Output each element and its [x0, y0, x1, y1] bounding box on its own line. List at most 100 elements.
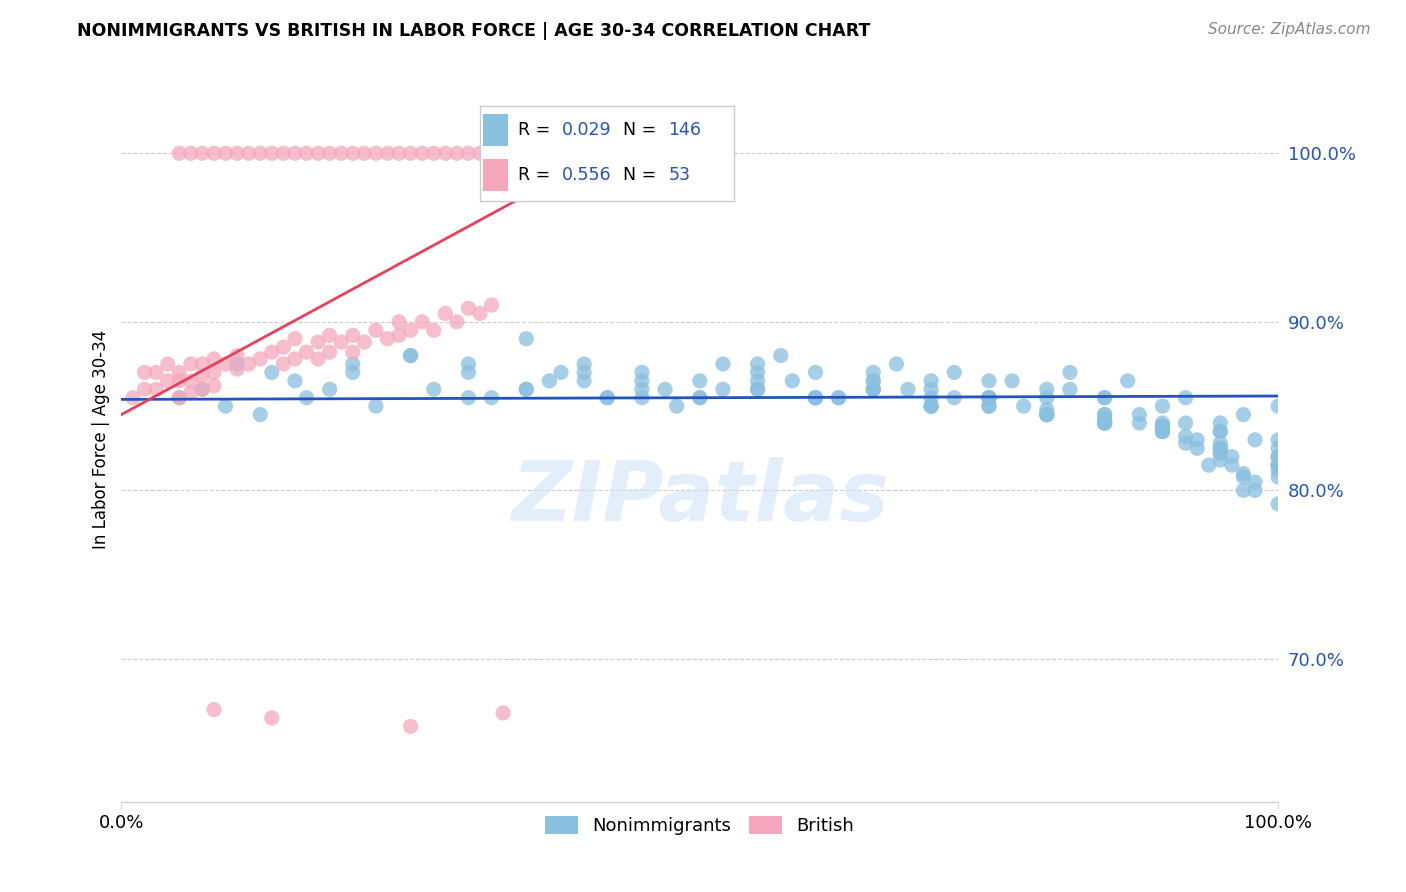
Point: [284, 374, 307, 388]
Point: [1232, 470, 1254, 484]
Point: [191, 382, 214, 396]
Point: [446, 146, 468, 161]
Point: [342, 366, 364, 380]
Point: [886, 357, 908, 371]
Point: [434, 306, 457, 320]
Point: [1209, 453, 1232, 467]
Point: [273, 357, 295, 371]
Point: [1152, 425, 1174, 439]
Point: [342, 345, 364, 359]
Point: [977, 399, 1000, 413]
Point: [342, 146, 364, 161]
Point: [226, 146, 249, 161]
Point: [1267, 458, 1289, 472]
Point: [191, 146, 214, 161]
Point: [330, 335, 353, 350]
Point: [1152, 419, 1174, 434]
Y-axis label: In Labor Force | Age 30-34: In Labor Force | Age 30-34: [93, 330, 110, 549]
Point: [827, 391, 849, 405]
Point: [977, 374, 1000, 388]
Point: [180, 146, 202, 161]
Point: [1209, 442, 1232, 456]
Point: [481, 146, 503, 161]
Point: [1174, 416, 1197, 430]
Point: [214, 357, 236, 371]
Point: [1267, 442, 1289, 456]
Point: [747, 374, 769, 388]
Point: [1209, 442, 1232, 456]
Point: [1094, 412, 1116, 426]
Point: [977, 391, 1000, 405]
Point: [747, 357, 769, 371]
Point: [226, 357, 249, 371]
Point: [1094, 416, 1116, 430]
Point: [260, 711, 283, 725]
Point: [827, 391, 849, 405]
Point: [689, 391, 711, 405]
Point: [468, 306, 491, 320]
Point: [527, 146, 550, 161]
Point: [284, 332, 307, 346]
Point: [977, 391, 1000, 405]
Point: [238, 146, 260, 161]
Text: NONIMMIGRANTS VS BRITISH IN LABOR FORCE | AGE 30-34 CORRELATION CHART: NONIMMIGRANTS VS BRITISH IN LABOR FORCE …: [77, 22, 870, 40]
Point: [145, 366, 167, 380]
Text: ZIPatlas: ZIPatlas: [510, 458, 889, 539]
Point: [457, 366, 479, 380]
Point: [295, 345, 318, 359]
Point: [191, 357, 214, 371]
Point: [711, 382, 734, 396]
Point: [1209, 436, 1232, 450]
Point: [353, 146, 375, 161]
Point: [1059, 382, 1081, 396]
Point: [1174, 436, 1197, 450]
Point: [1036, 382, 1059, 396]
Point: [388, 328, 411, 343]
Point: [1220, 458, 1243, 472]
Point: [1267, 458, 1289, 472]
Point: [1267, 433, 1289, 447]
Point: [711, 357, 734, 371]
Point: [572, 357, 595, 371]
Point: [169, 374, 191, 388]
Point: [377, 146, 399, 161]
Point: [226, 349, 249, 363]
Point: [492, 146, 515, 161]
Point: [1152, 425, 1174, 439]
Point: [353, 335, 375, 350]
Point: [1209, 425, 1232, 439]
Point: [538, 374, 561, 388]
Point: [260, 345, 283, 359]
Point: [1209, 425, 1232, 439]
Point: [318, 328, 340, 343]
Point: [122, 391, 145, 405]
Point: [804, 391, 827, 405]
Point: [434, 146, 457, 161]
Point: [1267, 497, 1289, 511]
Point: [862, 382, 884, 396]
Point: [191, 382, 214, 396]
Point: [342, 328, 364, 343]
Point: [318, 382, 340, 396]
Point: [238, 357, 260, 371]
Point: [1209, 442, 1232, 456]
Point: [1152, 425, 1174, 439]
Point: [180, 357, 202, 371]
Point: [273, 146, 295, 161]
Point: [249, 146, 271, 161]
Point: [446, 315, 468, 329]
Point: [897, 382, 920, 396]
Point: [862, 374, 884, 388]
Point: [654, 382, 676, 396]
Point: [377, 332, 399, 346]
Point: [399, 349, 422, 363]
Point: [977, 391, 1000, 405]
Point: [943, 391, 966, 405]
Point: [1244, 433, 1267, 447]
Point: [538, 146, 561, 161]
Point: [422, 323, 444, 337]
Point: [572, 146, 595, 161]
Point: [388, 146, 411, 161]
Point: [422, 146, 444, 161]
Point: [920, 391, 942, 405]
